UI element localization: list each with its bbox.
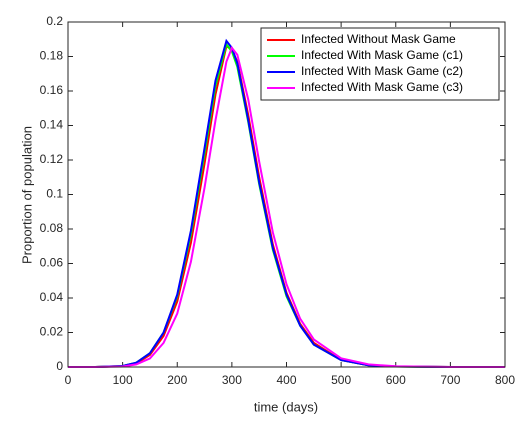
y-tick-label: 0.14 xyxy=(40,118,64,132)
series-line xyxy=(68,45,505,368)
y-tick-label: 0.2 xyxy=(46,14,63,28)
x-tick-label: 400 xyxy=(276,373,296,387)
y-tick-label: 0.08 xyxy=(40,221,64,235)
y-axis-label: Proportion of population xyxy=(19,126,34,264)
y-tick-label: 0.12 xyxy=(40,152,64,166)
y-tick-label: 0.18 xyxy=(40,49,64,63)
y-tick-label: 0.02 xyxy=(40,325,64,339)
x-axis-label: time (days) xyxy=(254,399,318,414)
x-tick-label: 500 xyxy=(331,373,351,387)
x-tick-label: 600 xyxy=(386,373,406,387)
y-tick-label: 0 xyxy=(56,359,63,373)
legend-box xyxy=(260,27,500,101)
legend-label: Infected With Mask Game (c2) xyxy=(301,64,463,78)
y-tick-label: 0.1 xyxy=(46,187,63,201)
y-tick-label: 0.04 xyxy=(40,290,64,304)
x-tick-label: 800 xyxy=(495,373,515,387)
legend-label: Infected With Mask Game (c1) xyxy=(301,48,463,62)
y-tick-label: 0.06 xyxy=(40,256,64,270)
axes-box xyxy=(67,21,506,368)
x-tick-label: 200 xyxy=(167,373,187,387)
legend-label: Infected Without Mask Game xyxy=(301,32,456,46)
legend-label: Infected With Mask Game (c3) xyxy=(301,80,463,94)
x-tick-label: 700 xyxy=(440,373,460,387)
series-line xyxy=(68,38,505,368)
y-tick-label: 0.16 xyxy=(40,83,64,97)
x-tick-label: 300 xyxy=(222,373,242,387)
x-tick-label: 0 xyxy=(65,373,72,387)
x-tick-label: 100 xyxy=(113,373,133,387)
